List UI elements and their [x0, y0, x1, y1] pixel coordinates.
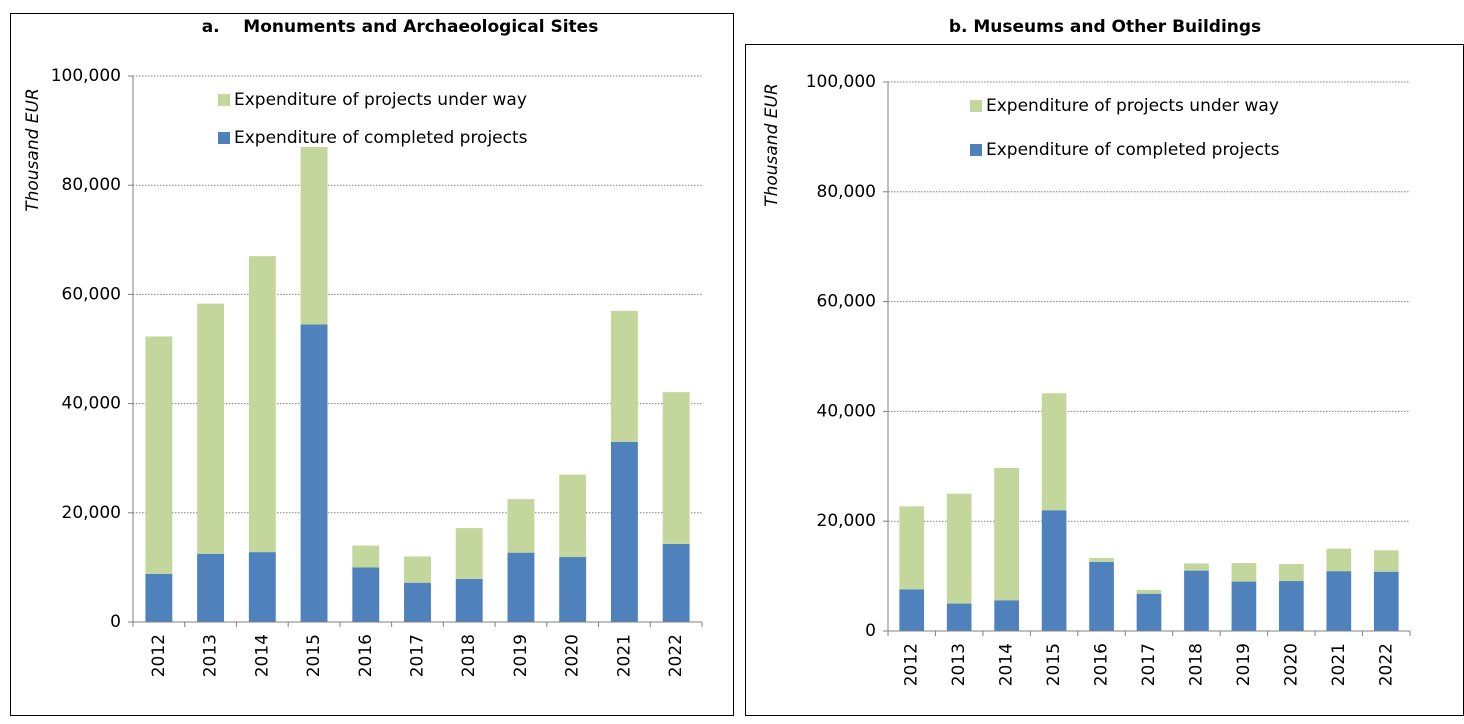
bar-segment: [507, 552, 535, 622]
legend-label: Expenditure of completed projects: [986, 140, 1280, 160]
bar-segment: [662, 543, 690, 622]
bar-segment: [1326, 548, 1352, 572]
x-tick-label: 2019: [511, 634, 531, 677]
bar-segment: [946, 493, 972, 604]
legend-label: Expenditure of projects under way: [986, 96, 1279, 116]
bar-segment: [300, 146, 328, 325]
bar-segment: [1089, 557, 1114, 562]
bar-segment: [559, 557, 587, 622]
bar-segment: [1184, 563, 1209, 571]
bar-segment: [610, 310, 638, 442]
bar-segment: [300, 324, 328, 622]
bar-segment: [145, 336, 173, 574]
bar-segment: [1041, 393, 1067, 511]
legend-swatch: [970, 144, 982, 156]
y-tick-label: 40,000: [817, 401, 876, 421]
bar-segment: [1136, 593, 1162, 631]
x-tick-label: 2017: [408, 634, 428, 677]
bar-segment: [662, 392, 690, 544]
bar-segment: [1279, 581, 1304, 631]
bar-segment: [197, 303, 225, 554]
x-tick-label: 2016: [1092, 643, 1112, 686]
bar-segment: [145, 573, 173, 622]
x-tick-label: 2022: [666, 634, 686, 677]
legend-label: Expenditure of projects under way: [234, 90, 527, 110]
bar-segment: [404, 556, 431, 583]
bar-segment: [1373, 550, 1399, 572]
y-tick-label: 20,000: [817, 511, 876, 531]
x-tick-label: 2017: [1139, 643, 1159, 686]
x-tick-label: 2012: [902, 643, 922, 686]
bar-segment: [994, 467, 1019, 601]
y-tick-label: 40,000: [62, 394, 121, 414]
bar-segment: [1089, 561, 1114, 631]
x-tick-label: 2013: [949, 643, 969, 686]
x-tick-label: 2021: [1329, 643, 1349, 686]
bar-segment: [404, 582, 431, 622]
legend-swatch: [218, 132, 230, 144]
chart-title: a. Monuments and Archaeological Sites: [202, 17, 599, 37]
bar-segment: [1373, 571, 1399, 631]
legend-swatch: [970, 100, 982, 112]
y-tick-label: 0: [865, 621, 876, 641]
x-tick-label: 2020: [1281, 643, 1301, 686]
bar-segment: [1326, 571, 1352, 631]
bar-segment: [455, 528, 483, 579]
legend-label: Expenditure of completed projects: [234, 128, 528, 148]
bar-segment: [946, 603, 972, 631]
bar-segment: [899, 589, 925, 631]
x-tick-label: 2015: [304, 634, 324, 677]
y-tick-label: 100,000: [806, 72, 876, 92]
x-tick-label: 2021: [614, 634, 634, 677]
bar-segment: [248, 552, 276, 622]
x-tick-label: 2018: [459, 634, 479, 677]
bar-segment: [248, 256, 276, 553]
bar-segment: [455, 578, 483, 622]
y-tick-label: 100,000: [51, 66, 121, 86]
bar-segment: [1136, 589, 1162, 594]
bar-segment: [197, 553, 225, 622]
chart-title: b. Museums and Other Buildings: [949, 17, 1261, 37]
x-tick-label: 2022: [1376, 643, 1396, 686]
x-tick-label: 2019: [1234, 643, 1254, 686]
bar-segment: [352, 567, 380, 622]
bar-segment: [507, 499, 535, 553]
x-tick-label: 2014: [252, 634, 272, 677]
bar-segment: [994, 600, 1019, 631]
bar-segment: [1279, 564, 1304, 582]
bar-segment: [1041, 510, 1067, 631]
bar-segment: [1231, 581, 1257, 631]
y-tick-label: 60,000: [62, 284, 121, 304]
x-tick-label: 2018: [1186, 643, 1206, 686]
x-tick-label: 2016: [356, 634, 376, 677]
y-tick-label: 20,000: [62, 503, 121, 523]
bar-segment: [899, 506, 925, 590]
y-tick-label: 80,000: [62, 175, 121, 195]
x-tick-label: 2015: [1044, 643, 1064, 686]
x-tick-label: 2012: [149, 634, 169, 677]
x-tick-label: 2013: [201, 634, 221, 677]
bar-segment: [1184, 570, 1209, 631]
panel-frame: [10, 13, 734, 716]
bar-segment: [352, 545, 380, 568]
y-tick-label: 0: [110, 612, 121, 632]
x-tick-label: 2020: [563, 634, 583, 677]
bar-segment: [559, 474, 587, 558]
y-tick-label: 80,000: [817, 182, 876, 202]
legend-swatch: [218, 94, 230, 106]
y-axis-label: Thousand EUR: [762, 83, 782, 207]
bar-segment: [610, 441, 638, 622]
bar-segment: [1231, 562, 1257, 582]
x-tick-label: 2014: [997, 643, 1017, 686]
y-axis-label: Thousand EUR: [23, 88, 43, 212]
y-tick-label: 60,000: [817, 292, 876, 312]
